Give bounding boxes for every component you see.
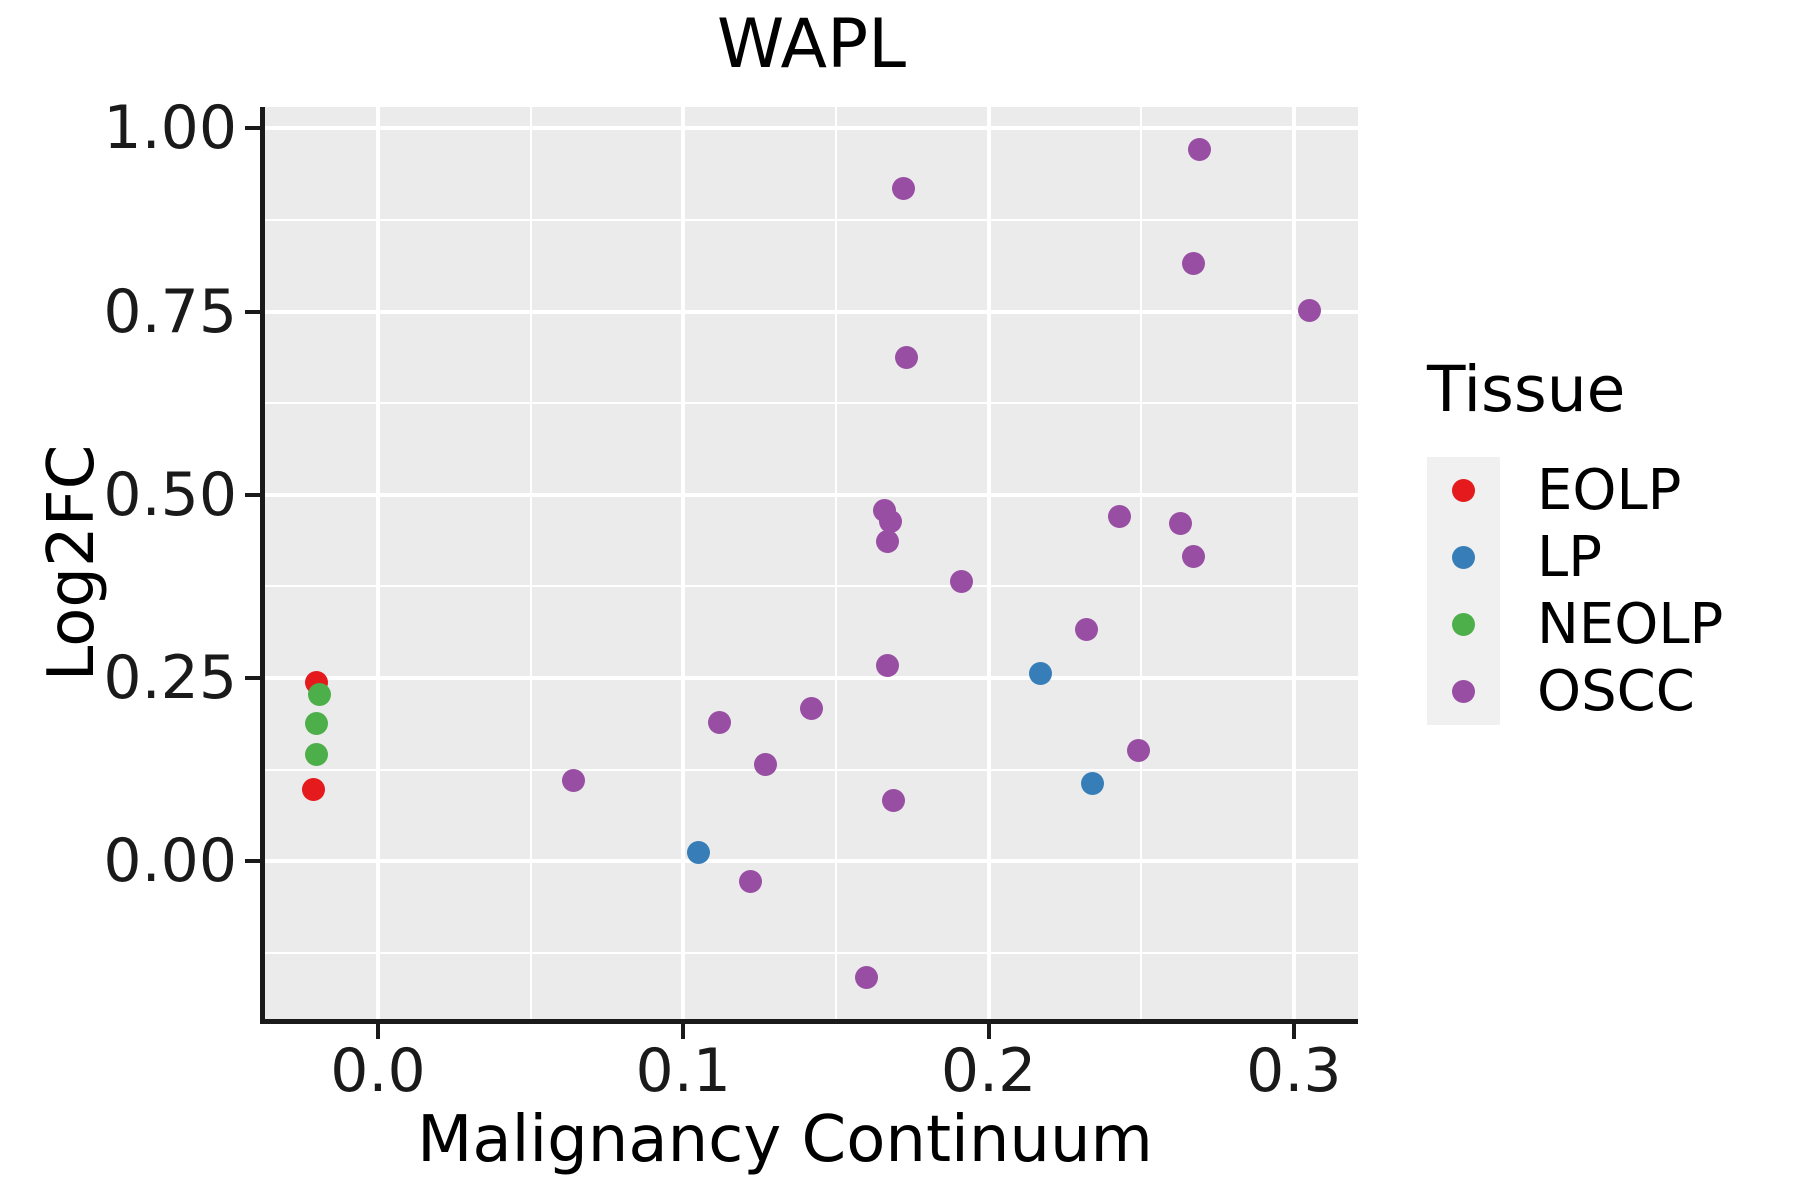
x-tick-label: 0.3	[1246, 1036, 1342, 1106]
legend-title: Tissue	[1427, 353, 1626, 426]
data-point-oscc	[854, 965, 878, 989]
legend-item-lp: LP	[1427, 524, 1723, 591]
y-axis-title: Log2FC	[35, 444, 109, 682]
x-tick-label: 0.0	[330, 1036, 426, 1106]
y-tick-label: 0.50	[103, 459, 237, 530]
data-point-oscc	[876, 529, 900, 553]
legend: Tissue EOLP LP NEOLP OSCC	[1427, 358, 1723, 725]
legend-item-label: EOLP	[1537, 458, 1682, 523]
data-point-lp	[1080, 772, 1104, 796]
y-tick-mark	[245, 676, 260, 681]
gridline-x-minor	[1140, 107, 1143, 1019]
legend-item-label: NEOLP	[1537, 592, 1724, 657]
data-point-oscc	[1169, 511, 1193, 535]
data-point-oscc	[738, 869, 762, 893]
gridline-y-minor	[265, 218, 1358, 221]
legend-item-label: OSCC	[1537, 659, 1695, 724]
data-point-oscc	[1181, 544, 1205, 568]
gridline-y-major	[265, 676, 1358, 681]
data-point-neolp	[305, 742, 329, 766]
data-point-oscc	[754, 753, 778, 777]
data-point-oscc	[882, 789, 906, 813]
data-point-oscc	[1074, 618, 1098, 642]
y-tick-mark	[245, 309, 260, 314]
gridline-x-major	[375, 107, 380, 1019]
y-tick-mark	[245, 492, 260, 497]
legend-dot-eolp	[1452, 479, 1475, 502]
x-tick-label: 0.2	[940, 1036, 1037, 1106]
data-point-oscc	[708, 711, 732, 735]
gridline-x-major	[681, 107, 686, 1019]
y-tick-mark	[245, 859, 260, 864]
plot-panel	[260, 107, 1358, 1024]
data-point-neolp	[305, 712, 329, 736]
data-point-oscc	[1297, 298, 1321, 322]
legend-dot-oscc	[1452, 680, 1475, 703]
data-point-oscc	[876, 654, 900, 678]
legend-key	[1427, 658, 1500, 725]
legend-dot-lp	[1452, 546, 1475, 569]
data-point-oscc	[891, 176, 915, 200]
legend-rows: EOLP LP NEOLP OSCC	[1427, 457, 1723, 725]
data-point-lp	[687, 841, 711, 865]
legend-item-oscc: OSCC	[1427, 658, 1723, 725]
gridline-x-minor	[529, 107, 532, 1019]
gridline-y-major	[265, 126, 1358, 131]
gridline-y-minor	[265, 768, 1358, 771]
data-point-eolp	[302, 778, 326, 802]
y-tick-label: 1.00	[103, 93, 237, 164]
gridline-y-major	[265, 309, 1358, 314]
legend-item-eolp: EOLP	[1427, 457, 1723, 524]
legend-key	[1427, 457, 1500, 524]
data-point-oscc	[879, 510, 903, 534]
data-point-oscc	[1108, 504, 1132, 528]
data-point-oscc	[894, 346, 918, 370]
x-axis-title: Malignancy Continuum	[417, 1103, 1153, 1177]
data-point-oscc	[1126, 739, 1150, 763]
data-point-neolp	[308, 683, 332, 707]
legend-key	[1427, 591, 1500, 658]
y-tick-label: 0.75	[103, 276, 237, 347]
x-tick-mark	[681, 1024, 686, 1039]
legend-dot-neolp	[1452, 613, 1475, 636]
x-tick-mark	[375, 1024, 380, 1039]
gridline-y-major	[265, 859, 1358, 864]
y-tick-label: 0.25	[103, 643, 237, 714]
gridline-x-major	[1291, 107, 1296, 1019]
x-tick-mark	[1291, 1024, 1296, 1039]
y-tick-label: 0.00	[103, 826, 237, 897]
data-point-oscc	[561, 769, 585, 793]
plot-title: WAPL	[717, 5, 906, 84]
data-point-lp	[1028, 662, 1052, 686]
gridline-x-major	[986, 107, 991, 1019]
gridline-y-minor	[265, 585, 1358, 588]
gridline-y-minor	[265, 402, 1358, 405]
data-point-oscc	[1187, 138, 1211, 162]
gridline-y-major	[265, 492, 1358, 497]
y-tick-mark	[245, 126, 260, 131]
gridline-y-minor	[265, 952, 1358, 955]
legend-item-neolp: NEOLP	[1427, 591, 1723, 658]
legend-key	[1427, 524, 1500, 591]
data-point-oscc	[800, 697, 823, 721]
data-point-oscc	[1181, 252, 1205, 276]
x-tick-label: 0.1	[635, 1036, 731, 1106]
x-tick-mark	[986, 1024, 991, 1039]
legend-item-label: LP	[1537, 525, 1602, 590]
gridline-x-minor	[834, 107, 837, 1019]
data-point-oscc	[949, 569, 973, 593]
